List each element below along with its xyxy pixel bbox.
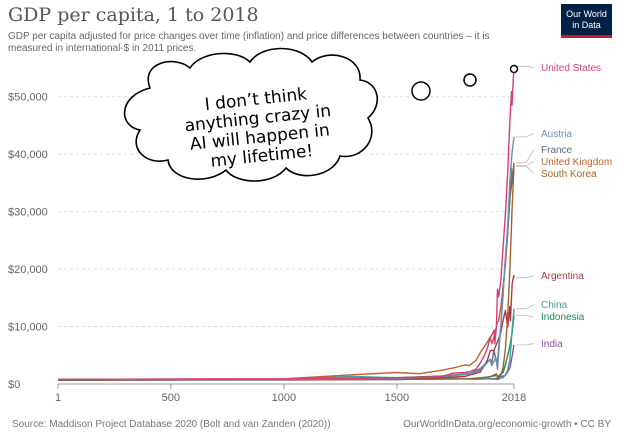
series-lines xyxy=(57,66,515,381)
legend-label[interactable]: India xyxy=(541,339,563,350)
owid-logo[interactable]: Our World in Data xyxy=(561,4,612,38)
legend-label[interactable]: France xyxy=(541,145,573,156)
y-tick-label: $40,000 xyxy=(8,149,48,161)
series-line[interactable] xyxy=(57,166,515,381)
thought-cloud-shape xyxy=(123,47,379,182)
x-tick-label: 500 xyxy=(162,392,180,404)
chart-subtitle: GDP per capita adjusted for price change… xyxy=(8,31,490,54)
y-tick-label: $0 xyxy=(8,379,20,391)
y-tick-label: $20,000 xyxy=(8,264,48,276)
source-link[interactable]: OurWorldInData.org/economic-growth • CC … xyxy=(403,419,611,430)
legend-label[interactable]: Indonesia xyxy=(541,312,585,323)
source-note: Source: Maddison Project Database 2020 (… xyxy=(12,419,331,430)
legend-connector xyxy=(516,161,535,167)
legend-connector xyxy=(516,65,535,68)
series-line[interactable] xyxy=(58,136,515,381)
x-tick-label: 1500 xyxy=(385,392,409,404)
thought-dot-large xyxy=(411,81,431,101)
thought-dot-small xyxy=(509,64,519,74)
thought-dot-medium xyxy=(463,73,477,87)
series-line[interactable] xyxy=(57,308,515,381)
legend-connector xyxy=(516,165,535,174)
x-tick-label: 2018 xyxy=(502,392,526,404)
legend-label[interactable]: United Kingdom xyxy=(541,157,612,168)
series-line[interactable] xyxy=(58,162,515,381)
legend-connector xyxy=(516,304,535,310)
x-tick-label: 1000 xyxy=(272,392,296,404)
chart-title: GDP per capita, 1 to 2018 xyxy=(8,4,259,26)
legend-connector xyxy=(516,149,535,164)
y-tick-label: $10,000 xyxy=(8,322,48,334)
legend-label[interactable]: South Korea xyxy=(541,169,597,180)
series-line[interactable] xyxy=(57,274,515,381)
logo-line-1: Our World xyxy=(566,9,607,19)
series-line[interactable] xyxy=(57,66,515,381)
legend-connector xyxy=(516,343,535,346)
series-line[interactable] xyxy=(57,165,515,381)
logo-line-2: in Data xyxy=(572,20,601,30)
legend-connector xyxy=(516,275,535,279)
legend-label[interactable]: Austria xyxy=(541,129,573,140)
y-tick-label: $50,000 xyxy=(8,92,48,104)
x-tick-label: 1 xyxy=(55,392,61,404)
legend-label[interactable]: United States xyxy=(541,63,601,74)
y-tick-label: $30,000 xyxy=(8,207,48,219)
thought-bubble: I don’t think anything crazy in AI will … xyxy=(123,47,519,182)
legend-connector xyxy=(516,315,535,317)
legend-label[interactable]: Argentina xyxy=(541,271,584,282)
legend-label[interactable]: China xyxy=(541,300,568,311)
legend-connector xyxy=(516,133,535,138)
series-line[interactable] xyxy=(57,315,515,381)
